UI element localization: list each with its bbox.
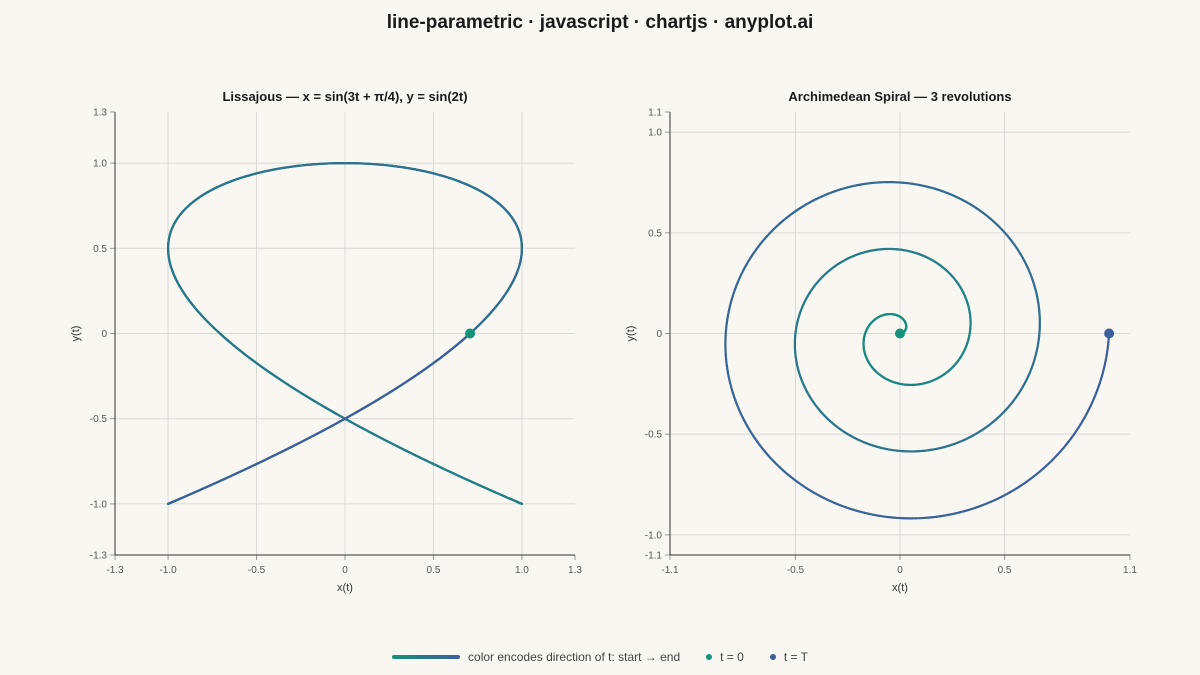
y-tick-label: 0	[656, 329, 662, 340]
x-axis-label: x(t)	[337, 582, 353, 594]
x-tick-label: 1.1	[1123, 565, 1137, 576]
chart-title: Archimedean Spiral — 3 revolutions	[788, 89, 1011, 104]
chart-title: Lissajous — x = sin(3t + π/4), y = sin(2…	[222, 89, 467, 104]
x-tick-label: 0.5	[998, 565, 1012, 576]
start-marker	[465, 328, 476, 339]
end-marker	[1104, 328, 1115, 339]
x-tick-label: 1.0	[515, 565, 529, 576]
x-axis-label: x(t)	[892, 582, 908, 594]
y-tick-label: -0.5	[645, 430, 663, 441]
x-tick-label: -1.0	[159, 565, 177, 576]
legend-start-marker	[706, 654, 713, 660]
y-axis-label: y(t)	[70, 326, 82, 342]
y-tick-label: 1.0	[93, 159, 107, 170]
y-tick-label: -1.3	[90, 551, 108, 562]
curve-line	[724, 181, 1111, 520]
y-tick-label: 0.5	[648, 228, 662, 239]
spiral-chart: Archimedean Spiral — 3 revolutions -1.1 -0…	[625, 89, 1137, 594]
x-tick-label: -1.1	[661, 565, 679, 576]
y-axis-label: y(t)	[625, 326, 637, 342]
y-tick-label: 0.5	[93, 244, 107, 255]
start-marker	[895, 328, 905, 339]
y-tick-label: 1.3	[93, 108, 107, 119]
y-tick-label: -1.0	[645, 530, 663, 541]
y-tick-label: -0.5	[90, 414, 108, 425]
x-tick-label: 0	[897, 565, 903, 576]
x-tick-label: -0.5	[787, 565, 805, 576]
x-tick-label: -0.5	[248, 565, 266, 576]
legend-gradient-swatch	[392, 655, 461, 659]
page-title: line-parametric · javascript · chartjs ·…	[386, 12, 814, 33]
y-tick-label: -1.1	[645, 551, 663, 562]
x-tick-label: 0	[342, 565, 348, 576]
x-tick-label: 1.3	[568, 565, 582, 576]
lissajous-chart: Lissajous — x = sin(3t + π/4), y = sin(2…	[70, 89, 582, 594]
legend: color encodes direction of t: start → en…	[0, 650, 1200, 664]
y-tick-label: 0	[101, 329, 107, 340]
legend-end-marker	[769, 654, 776, 660]
legend-gradient-label: color encodes direction of t: start → en…	[468, 650, 681, 664]
legend-start-label: t = 0	[720, 650, 744, 664]
y-tick-label: 1.1	[648, 108, 662, 119]
y-tick-label: 1.0	[648, 128, 662, 139]
y-tick-label: -1.0	[90, 499, 108, 510]
x-tick-label: -1.3	[106, 565, 124, 576]
legend-end-label: t = T	[783, 650, 808, 664]
x-tick-label: 0.5	[427, 565, 441, 576]
